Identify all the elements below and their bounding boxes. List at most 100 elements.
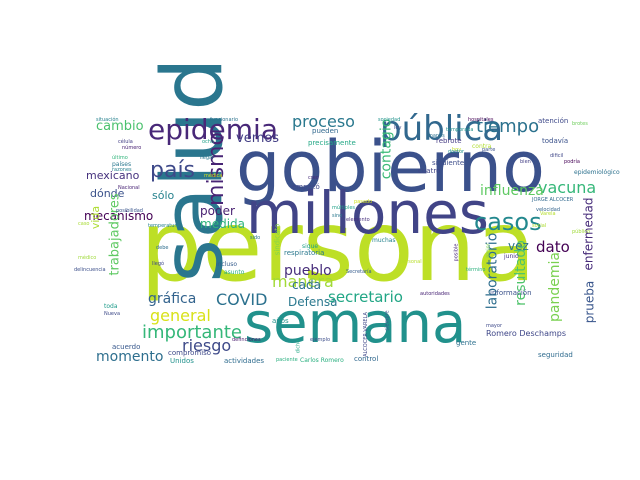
word-siguiente: siguiente	[432, 159, 465, 167]
word-publica: pública	[380, 109, 504, 149]
word-empezo: empezó	[292, 183, 320, 191]
word-tiempo: tiempo	[476, 116, 540, 137]
word-semana: semana	[244, 291, 467, 356]
word-social: social	[532, 223, 547, 229]
word-parte: parte	[482, 147, 496, 153]
word-toda: toda	[104, 303, 118, 310]
word-llegar: llegar	[200, 155, 215, 161]
word-funcionario: funcionario	[210, 117, 239, 123]
word-llego: llegó	[152, 261, 165, 267]
word-bien: bien	[520, 159, 531, 165]
word-elemento: elemento	[346, 217, 370, 223]
word-carlos-romero: Carlos Romero	[300, 357, 344, 364]
word-vacuna: vacuna	[538, 178, 597, 197]
word-jorge-alcocer: JORGE ALCOCER	[532, 197, 574, 203]
word-asunto: asunto	[224, 269, 245, 276]
word-covid: COVID	[216, 290, 268, 309]
word-compromiso: compromiso	[168, 349, 212, 357]
word-millones: millones	[246, 179, 489, 247]
word-influenza: influenza	[480, 183, 544, 199]
word-mejor: mejor	[485, 243, 492, 258]
word-paises: países	[112, 161, 132, 168]
word-ley: ley	[394, 125, 402, 131]
word-atencion: atención	[538, 117, 569, 125]
word-temperatura: temperatura	[148, 223, 180, 229]
word-mayor: mayor	[486, 323, 503, 329]
word-publico: público	[572, 229, 591, 235]
word-siempre: siempre	[384, 310, 391, 331]
word-manera: manera	[272, 272, 334, 291]
word-delincuencia: delincuencia	[74, 267, 106, 273]
word-donde: dónde	[90, 187, 125, 200]
word-momento: momento	[96, 349, 164, 365]
word-gobierno: gobierno	[236, 126, 545, 208]
word-vemos: vemos	[236, 131, 280, 146]
word-cada: cada	[292, 278, 321, 292]
word-alcocer-varela: ALCOCER VARELA	[362, 312, 369, 357]
word-nacional: Nacional	[118, 185, 140, 191]
word-medica: médica	[204, 173, 223, 179]
word-pasado: pasado	[354, 199, 373, 205]
word-sociedad: sociedad	[378, 117, 401, 123]
word-vez: vez	[508, 239, 529, 253]
word-solo: sólo	[152, 189, 175, 202]
word-gente: gente	[456, 339, 477, 347]
word-prueba: prueba	[582, 280, 597, 324]
word-unidos: Unidos	[170, 357, 194, 365]
word-contagio: contagio	[378, 118, 395, 180]
word-muchas: muchas	[372, 237, 396, 244]
word-informacion: información	[490, 289, 532, 297]
word-varela: Varela	[540, 211, 556, 217]
word-nueva: Nueva	[104, 311, 121, 317]
word-creo: creo	[308, 175, 319, 181]
word-contra: contra	[472, 143, 492, 150]
word-romero-deschamps: Romero Deschamps	[486, 329, 567, 338]
word-dificil: dificil	[550, 153, 564, 159]
word-hospitales: hospitales	[468, 117, 494, 123]
word-pais: país	[150, 158, 196, 183]
word-vida: vida	[89, 205, 103, 230]
word-trabajadores: trabajadores	[107, 193, 123, 276]
word-numero: número	[122, 145, 142, 151]
word-situacion: situación	[96, 117, 119, 123]
word-multiples: múltiples	[332, 205, 356, 211]
word-poder: poder	[200, 204, 235, 218]
word-todavia: todavía	[542, 137, 569, 145]
word-casos: casos	[474, 208, 542, 236]
word-acuerdo: acuerdo	[112, 343, 141, 351]
word-pueblo: pueblo	[284, 263, 332, 279]
word-importante: importante	[142, 322, 243, 343]
word-ejemplo: ejemplo	[310, 337, 331, 343]
word-mecanismo: mecanismo	[84, 209, 154, 223]
word-cuatro: cuatro	[418, 167, 441, 175]
word-actividades: actividades	[224, 357, 265, 365]
word-personal: personal	[400, 259, 422, 265]
word-anos: años	[272, 317, 289, 325]
word-precisamente: precisamente	[308, 139, 356, 147]
word-riesgo: riesgo	[182, 336, 232, 355]
word-rebrote: rebrote	[436, 137, 462, 145]
word-sido: sido	[250, 235, 261, 241]
word-cambio: cambio	[96, 119, 144, 134]
word-secretaria: Secretaría	[346, 269, 372, 275]
word-brotes: brotes	[572, 121, 588, 127]
word-paciente: paciente	[276, 357, 298, 363]
word-pandemia: pandemia	[546, 252, 563, 322]
word-posibilidad: posibilidad	[116, 208, 143, 214]
word-manos: manos	[428, 133, 445, 139]
word-medico: médico	[78, 255, 97, 261]
word-epidemiologico: epidemiológico	[574, 169, 620, 176]
word-proceso: proceso	[292, 112, 355, 131]
word-mexicano: mexicano	[86, 169, 140, 182]
word-termino: término	[466, 267, 486, 273]
word-general: general	[150, 306, 211, 325]
word-sigue: sigue	[302, 243, 319, 250]
word-seguridad: seguridad	[538, 351, 573, 359]
word-celula: célula	[118, 139, 133, 145]
word-razones: razones	[112, 167, 132, 173]
word-velocidad: velocidad	[536, 207, 561, 213]
word-sino: sino	[332, 213, 343, 219]
word-defensa: Defensa	[288, 295, 338, 309]
word-debe: debe	[156, 245, 169, 251]
